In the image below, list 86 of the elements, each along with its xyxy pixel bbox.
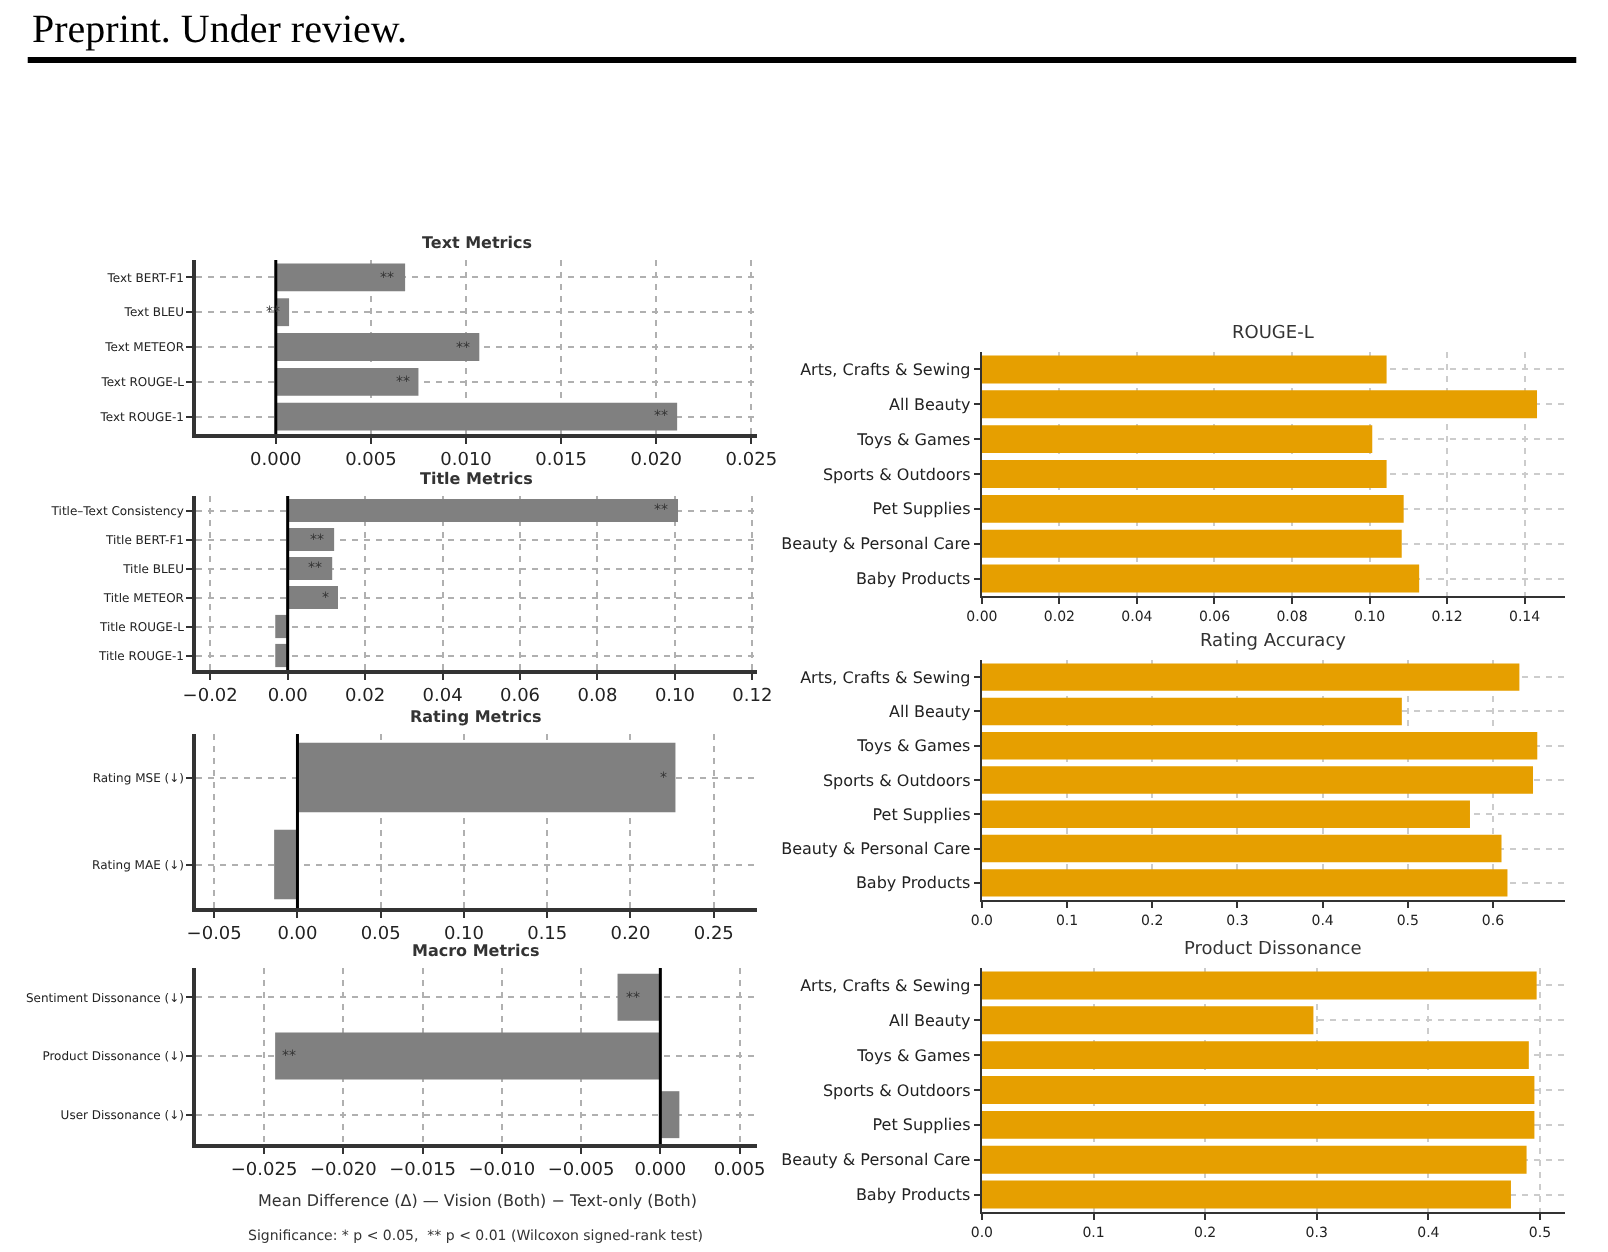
x-tick-label: 0.000 xyxy=(250,451,303,472)
y-tick-label: Beauty & Personal Care xyxy=(781,535,971,554)
x-tick-label: 0.000 xyxy=(634,1161,687,1182)
bar xyxy=(981,971,1537,1000)
y-tick-label: All Beauty xyxy=(889,395,971,414)
y-tick-label: Baby Products xyxy=(855,570,971,589)
bar xyxy=(981,1110,1535,1139)
x-tick-label: −0.015 xyxy=(389,1161,456,1182)
x-tick-label: −0.025 xyxy=(230,1161,298,1182)
x-tick-label: −0.02 xyxy=(182,687,238,708)
bar xyxy=(275,402,678,431)
chart-title: Rating Accuracy xyxy=(1200,632,1348,652)
bar xyxy=(275,333,480,361)
x-tick-label: 0.010 xyxy=(440,451,493,472)
bar xyxy=(981,663,1520,691)
bar xyxy=(981,355,1387,384)
x-tick-label: 0.05 xyxy=(360,925,401,946)
y-tick-label: Baby Products xyxy=(855,874,971,893)
y-tick-label: Sports & Outdoors xyxy=(822,1081,971,1100)
bar xyxy=(275,263,406,292)
bar xyxy=(981,1180,1511,1209)
chart-title: Product Dissonance xyxy=(1184,940,1363,960)
chart-title: Rating Metrics xyxy=(410,708,542,726)
x-tick-label: 0.04 xyxy=(422,687,464,708)
y-tick-label: Pet Supplies xyxy=(872,805,971,824)
bar xyxy=(981,1145,1527,1174)
bar xyxy=(981,697,1402,726)
x-tick-label: 0.10 xyxy=(654,687,696,708)
x-tick-label: 0.12 xyxy=(732,687,773,708)
x-tick-label: 0.020 xyxy=(630,451,683,472)
x-axis-title: Mean Difference (Δ) — Vision (Both) − Text-only (Both) xyxy=(258,1192,697,1210)
x-tick-label: 0.00 xyxy=(277,925,319,946)
y-tick-label: All Beauty xyxy=(889,703,971,722)
y-tick-label: Arts, Crafts & Sewing xyxy=(800,668,971,687)
bar xyxy=(287,585,338,610)
chart-title: ROUGE-L xyxy=(1232,324,1314,344)
chart-title: Title Metrics xyxy=(420,470,534,488)
y-tick-label: Arts, Crafts & Sewing xyxy=(800,361,971,380)
x-tick-label: 0.02 xyxy=(345,687,386,708)
bar xyxy=(981,425,1373,454)
bar xyxy=(981,390,1538,419)
bar xyxy=(287,527,335,552)
y-tick-label: Toys & Games xyxy=(855,737,971,756)
x-tick-label: −0.005 xyxy=(547,1161,615,1182)
x-tick-label: 0.08 xyxy=(577,687,619,708)
chart-title: Text Metrics xyxy=(422,234,533,252)
y-tick-label: Beauty & Personal Care xyxy=(781,1151,971,1170)
bar xyxy=(981,494,1404,523)
x-tick-label: 0.025 xyxy=(725,451,778,472)
x-tick-label: 0.15 xyxy=(527,925,568,946)
x-tick-label: 0.20 xyxy=(610,925,652,946)
x-tick-label: −0.010 xyxy=(468,1161,536,1182)
y-tick-label: All Beauty xyxy=(889,1011,971,1030)
bar xyxy=(981,529,1402,558)
bar xyxy=(981,564,1420,593)
y-tick-label: Sports & Outdoors xyxy=(822,465,971,484)
x-tick-label: 0.25 xyxy=(693,925,734,946)
x-tick-label: 0.005 xyxy=(345,451,397,472)
bar xyxy=(287,498,679,523)
bar xyxy=(981,1041,1529,1070)
x-tick-label: −0.05 xyxy=(186,925,242,946)
y-tick-label: Beauty & Personal Care xyxy=(781,840,971,859)
x-tick-label: −0.020 xyxy=(309,1161,378,1182)
bar xyxy=(981,800,1470,828)
x-tick-label: 0.10 xyxy=(443,925,485,946)
bar xyxy=(981,766,1534,794)
bar xyxy=(275,367,419,396)
x-tick-label: 0.06 xyxy=(499,687,541,708)
y-tick-label: Pet Supplies xyxy=(872,1116,971,1135)
bar xyxy=(981,460,1387,488)
chart-title: Macro Metrics xyxy=(412,942,540,960)
x-tick-label: 0.015 xyxy=(535,451,587,472)
y-tick-label: Baby Products xyxy=(855,1186,971,1205)
bar xyxy=(981,1076,1535,1104)
x-tick-label: 0.005 xyxy=(713,1161,766,1182)
y-tick-label: Toys & Games xyxy=(855,1046,971,1065)
text: Preprint. Under review. xyxy=(32,8,408,52)
y-tick-label: Sports & Outdoors xyxy=(822,771,971,790)
y-tick-label: Toys & Games xyxy=(855,430,971,449)
bar xyxy=(981,1006,1314,1035)
x-tick-label: 0.00 xyxy=(267,687,309,708)
y-tick-label: Pet Supplies xyxy=(872,500,971,519)
bar xyxy=(981,834,1502,863)
bar xyxy=(981,732,1538,760)
y-tick-label: Arts, Crafts & Sewing xyxy=(800,977,971,996)
bar xyxy=(981,869,1508,897)
